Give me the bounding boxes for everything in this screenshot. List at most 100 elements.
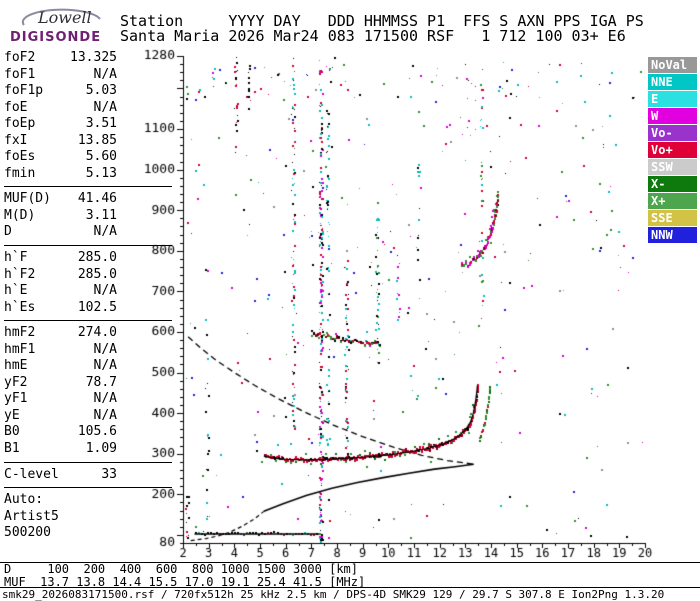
parameter-row-fxi: fxI 13.85 [4,133,117,150]
legend-item-x+: X+ [648,193,697,209]
parameter-value: 33 [101,466,117,482]
parameter-label: foE [4,99,28,115]
parameter-label: hmE [4,358,28,374]
muf-values-row: MUF 13.7 13.8 14.4 15.5 17.0 19.1 25.4 4… [4,574,366,589]
parameter-label: yF2 [4,374,28,390]
legend-item-x-: X- [648,176,697,192]
parameter-value: 105.6 [77,424,117,440]
parameter-value: N/A [93,224,117,240]
parameter-row-hmf2: hmF2 274.0 [4,325,117,342]
echo-classification-legend: NoVal NNE E W Vo- Vo+ SSW X- X+ SSE NNW [648,57,698,244]
parameter-label: h`Es [4,299,36,315]
parameter-row-artist5: Artist5 [4,509,117,526]
parameter-label: hmF1 [4,341,36,357]
legend-item-e: E [648,91,697,107]
file-info-line: smk29_2026083171500.rsf / 720fx512h 25 k… [2,588,665,601]
parameter-label: 500200 [4,525,51,541]
parameter-row-fof1p: foF1p 5.03 [4,83,117,100]
parameter-value: 285.0 [77,266,117,282]
panel-divider [4,487,172,489]
parameter-value: 274.0 [77,325,117,341]
lowell-digisonde-logo: Lowell DIGISONDE [8,5,118,49]
parameter-label: hmF2 [4,325,36,341]
header-column-titles: Station YYYY DAY DDD HHMMSS P1 FFS S AXN… [120,12,644,30]
parameter-value: 13.325 [70,50,117,65]
parameter-label: Auto: [4,492,44,508]
parameter-row-hmf1: hmF1 N/A [4,342,117,359]
parameter-value: 13.85 [77,132,117,148]
parameter-row-foep: foEp 3.51 [4,116,117,133]
parameter-label: h`F [4,250,28,266]
parameter-value: 285.0 [77,250,117,266]
parameter-label: B0 [4,424,20,440]
parameter-row-yf2: yF2 78.7 [4,375,117,392]
parameter-value: N/A [93,407,117,423]
footer-divider-top [0,562,700,563]
parameter-row-clevel: C-level 33 [4,467,117,484]
parameter-row-500200: 500200 [4,525,117,542]
parameter-value: 5.03 [85,83,117,99]
parameter-row-foe: foE N/A [4,100,117,117]
parameter-row-fmin: fmin 5.13 [4,166,117,183]
legend-item-w: W [648,108,697,124]
parameter-row-hf2: h`F2 285.0 [4,267,117,284]
parameter-value: 78.7 [85,374,117,390]
header-station-values: Santa Maria 2026 Mar24 083 171500 RSF 1 … [120,27,626,45]
parameter-value: 3.11 [85,207,117,223]
parameter-row-hes: h`Es 102.5 [4,300,117,317]
parameter-label: yF1 [4,391,28,407]
parameter-row-yf1: yF1 N/A [4,391,117,408]
parameter-row-auto: Auto: [4,492,117,509]
parameter-label: MUF(D) [4,191,51,207]
parameter-row-hme: hmE N/A [4,358,117,375]
parameter-row-d: D N/A [4,224,117,241]
parameter-value: 41.46 [77,191,117,207]
legend-item-vo+: Vo+ [648,142,697,158]
panel-divider [4,245,172,247]
parameter-row-ye: yE N/A [4,408,117,425]
muf-distance-row: D 100 200 400 600 800 1000 1500 3000 [km… [4,562,359,576]
parameter-value: 1.09 [85,441,117,457]
parameter-label: h`E [4,283,28,299]
logo-swoosh-icon [21,8,101,26]
parameter-value: 3.51 [85,116,117,132]
panel-divider [4,320,172,322]
parameter-label: fmin [4,165,36,181]
parameter-row-foes: foEs 5.60 [4,149,117,166]
parameter-value: N/A [93,283,117,299]
parameter-label: C-level [4,466,59,482]
parameter-label: foEp [4,116,36,132]
logo-lowell-text: Lowell [38,8,92,27]
parameter-value: 102.5 [77,299,117,315]
parameter-label: B1 [4,441,20,457]
legend-item-nnw: NNW [648,227,697,243]
legend-item-ssw: SSW [648,159,697,175]
panel-divider [4,461,172,463]
legend-item-noval: NoVal [648,57,697,73]
parameter-label: foF1 [4,66,36,82]
parameter-row-he: h`E N/A [4,283,117,300]
parameter-label: D [4,224,12,240]
parameter-row-hf: h`F 285.0 [4,250,117,267]
parameter-row-fof1: foF1 N/A [4,67,117,84]
parameter-value: N/A [93,358,117,374]
parameter-label: h`F2 [4,266,36,282]
parameter-label: foEs [4,149,36,165]
parameter-value: N/A [93,391,117,407]
legend-item-sse: SSE [648,210,697,226]
parameter-row-fof2: foF2 13.325 [4,50,117,67]
parameter-value: 5.60 [85,149,117,165]
parameter-row-md: M(D) 3.11 [4,208,117,225]
parameter-value: 5.13 [85,165,117,181]
parameter-row-b1: B1 1.09 [4,441,117,458]
parameter-label: M(D) [4,207,36,223]
parameter-row-mufd: MUF(D) 41.46 [4,191,117,208]
parameter-label: foF1p [4,83,44,99]
parameter-value: N/A [93,66,117,82]
legend-item-nne: NNE [648,74,697,90]
legend-item-vo-: Vo- [648,125,697,141]
footer-divider-bottom [0,587,700,588]
parameter-value: N/A [93,341,117,357]
